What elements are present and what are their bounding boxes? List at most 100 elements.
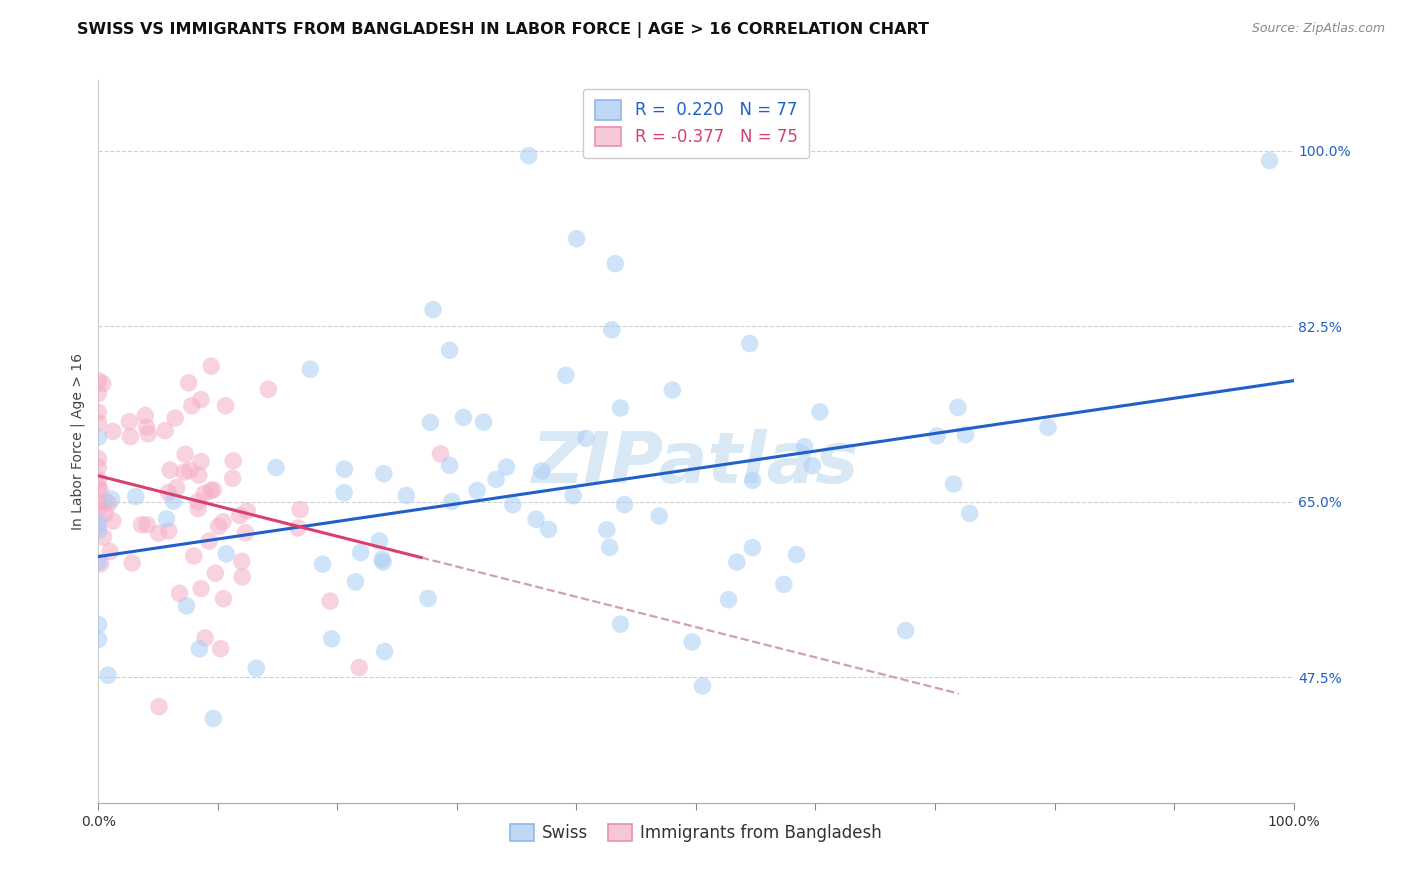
Point (87, 632, 110, 647)
Point (214, 399, 236, 413)
Point (89, 483, 111, 497)
Point (236, 504, 259, 518)
Point (87, 617, 110, 632)
Point (135, 420, 157, 434)
Point (87, 524, 110, 538)
Point (554, 368, 576, 383)
Point (177, 376, 200, 390)
Point (596, 523, 619, 537)
Point (439, 458, 461, 473)
Point (87, 405, 110, 419)
Point (136, 517, 159, 532)
Point (97, 668, 120, 682)
Point (311, 557, 333, 571)
Point (517, 148, 540, 162)
Point (575, 431, 598, 445)
Point (465, 483, 488, 498)
Point (1036, 420, 1059, 434)
Point (98, 544, 121, 558)
Point (231, 570, 253, 584)
Point (681, 635, 703, 649)
Point (120, 430, 142, 444)
Point (600, 323, 623, 337)
Point (188, 641, 211, 656)
Point (565, 232, 588, 246)
Point (179, 464, 201, 478)
Point (90, 557, 112, 571)
Point (741, 474, 763, 488)
Point (118, 415, 141, 429)
Point (371, 555, 394, 569)
Point (87, 515, 110, 529)
Point (134, 409, 156, 423)
Point (131, 517, 153, 532)
Point (374, 644, 396, 658)
Point (93, 530, 115, 544)
Point (264, 460, 287, 475)
Point (440, 494, 463, 508)
Point (725, 555, 748, 569)
Point (155, 512, 177, 526)
Point (87, 473, 110, 487)
Point (187, 501, 209, 516)
Point (87, 460, 110, 475)
Legend: Swiss, Immigrants from Bangladesh: Swiss, Immigrants from Bangladesh (503, 817, 889, 848)
Point (524, 512, 547, 526)
Point (87, 416, 110, 430)
Point (894, 624, 917, 638)
Point (153, 424, 176, 438)
Point (605, 257, 627, 271)
Point (786, 548, 808, 562)
Point (333, 485, 356, 500)
Point (165, 411, 187, 425)
Point (419, 416, 441, 430)
Point (793, 440, 815, 454)
Point (692, 679, 714, 693)
Point (97, 497, 120, 511)
Point (100, 491, 122, 506)
Point (125, 490, 148, 504)
Point (502, 498, 524, 512)
Point (221, 471, 243, 485)
Point (87, 496, 110, 510)
Point (717, 592, 740, 607)
Point (157, 524, 180, 538)
Point (347, 660, 370, 674)
Point (207, 519, 229, 533)
Point (288, 502, 311, 516)
Point (162, 494, 184, 508)
Point (166, 481, 188, 495)
Point (190, 454, 212, 468)
Point (101, 425, 124, 439)
Point (955, 427, 977, 442)
Point (530, 464, 553, 478)
Point (395, 488, 418, 502)
Point (91, 376, 114, 391)
Point (257, 382, 280, 396)
Point (222, 454, 245, 468)
Point (194, 631, 217, 645)
Point (148, 699, 170, 714)
Point (946, 401, 969, 415)
Point (212, 591, 235, 606)
Point (959, 507, 981, 521)
Point (173, 465, 195, 479)
Point (202, 711, 225, 725)
Point (373, 467, 395, 481)
Point (202, 483, 225, 497)
Point (321, 632, 343, 646)
Point (180, 399, 202, 413)
Point (299, 362, 322, 376)
Point (200, 483, 222, 498)
Point (942, 477, 965, 491)
Point (562, 489, 585, 503)
Point (661, 383, 683, 397)
Point (204, 566, 226, 581)
Point (495, 460, 517, 475)
Point (738, 336, 761, 351)
Point (368, 533, 391, 548)
Point (169, 586, 191, 600)
Point (198, 534, 221, 549)
Point (200, 359, 222, 373)
Point (212, 515, 235, 529)
